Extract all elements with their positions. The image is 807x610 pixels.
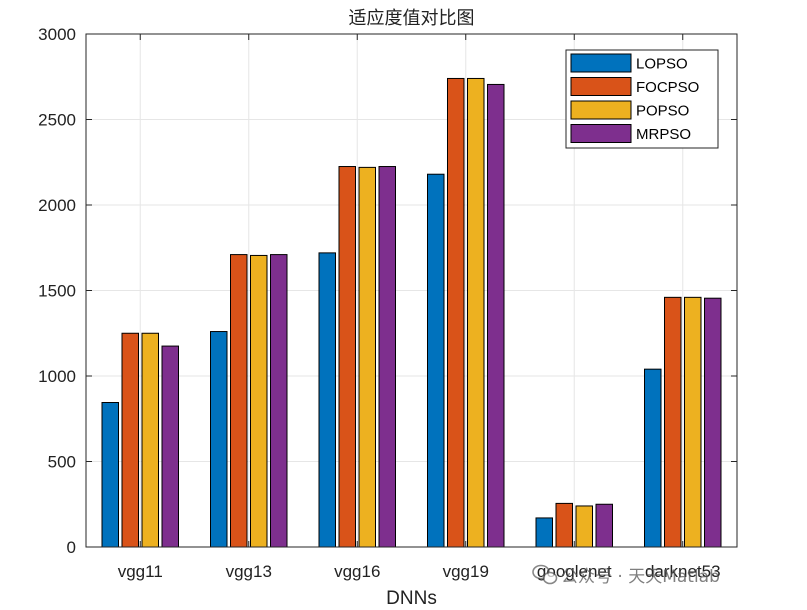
bars <box>101 77 722 548</box>
x-tick-label-vgg11: vgg11 <box>118 562 163 581</box>
watermark-text: 公众号 · 天天Matlab <box>561 567 720 587</box>
x-tick-label-darknet53: darknet53 <box>645 562 721 581</box>
y-tick-label: 1500 <box>38 282 76 301</box>
legend-label-mrpso: MRPSO <box>636 126 691 143</box>
bar-popso-vgg11 <box>141 332 159 548</box>
legend-swatch-focpso <box>570 77 632 96</box>
bar-lopso-vgg13 <box>210 331 228 548</box>
legend-swatch-lopso <box>570 53 632 73</box>
bar-lopso-vgg16 <box>318 252 336 548</box>
y-tick-label: 3000 <box>38 25 76 44</box>
bar-lopso-vgg11 <box>101 402 119 548</box>
y-tick-label: 1000 <box>38 367 76 386</box>
legend-label-focpso: FOCPSO <box>636 79 699 96</box>
bar-lopso-googlenet <box>535 517 553 548</box>
wechat-icon <box>532 564 558 585</box>
bar-mrpso-darknet53 <box>704 297 722 548</box>
x-tick-label-vgg13: vgg13 <box>226 562 272 581</box>
bar-focpso-vgg11 <box>121 332 139 548</box>
bar-mrpso-vgg11 <box>161 345 179 548</box>
bar-popso-googlenet <box>575 505 593 548</box>
bar-focpso-darknet53 <box>664 296 682 548</box>
bar-focpso-googlenet <box>555 502 573 548</box>
bar-popso-vgg16 <box>358 166 376 548</box>
legend-label-popso: POPSO <box>636 103 689 120</box>
bar-mrpso-vgg16 <box>378 166 396 548</box>
bar-mrpso-googlenet <box>595 503 613 548</box>
legend: LOPSO FOCPSO POPSO MRPSO <box>565 49 719 149</box>
tick-labels: 0 500 1000 1500 2000 2500 3000 vgg11 vgg13 vgg16 v… <box>38 25 720 581</box>
y-tick-label: 2500 <box>38 111 76 130</box>
bar-focpso-vgg13 <box>230 254 248 548</box>
bar-popso-vgg13 <box>250 254 268 548</box>
bar-mrpso-vgg13 <box>270 254 288 548</box>
bar-focpso-vgg19 <box>447 77 465 548</box>
x-tick-label-vgg16: vgg16 <box>334 562 380 581</box>
bar-focpso-vgg16 <box>338 166 356 548</box>
bar-popso-vgg19 <box>467 77 485 548</box>
x-axis-label: DNNs <box>386 588 437 609</box>
bar-popso-darknet53 <box>684 296 702 548</box>
y-tick-label: 500 <box>48 453 76 472</box>
bar-mrpso-vgg19 <box>487 83 505 548</box>
x-tick-label-vgg19: vgg19 <box>443 562 489 581</box>
bar-lopso-vgg19 <box>427 173 445 548</box>
legend-label-lopso: LOPSO <box>636 56 688 73</box>
axes <box>85 33 738 548</box>
chart-title: 适应度值对比图 <box>349 8 475 29</box>
y-tick-label: 2000 <box>38 196 76 215</box>
bar-lopso-darknet53 <box>644 368 662 548</box>
legend-swatch-popso <box>570 100 632 120</box>
y-tick-label: 0 <box>67 538 76 557</box>
legend-swatch-mrpso <box>570 124 632 143</box>
watermark: 公众号 · 天天Matlab <box>532 564 720 587</box>
